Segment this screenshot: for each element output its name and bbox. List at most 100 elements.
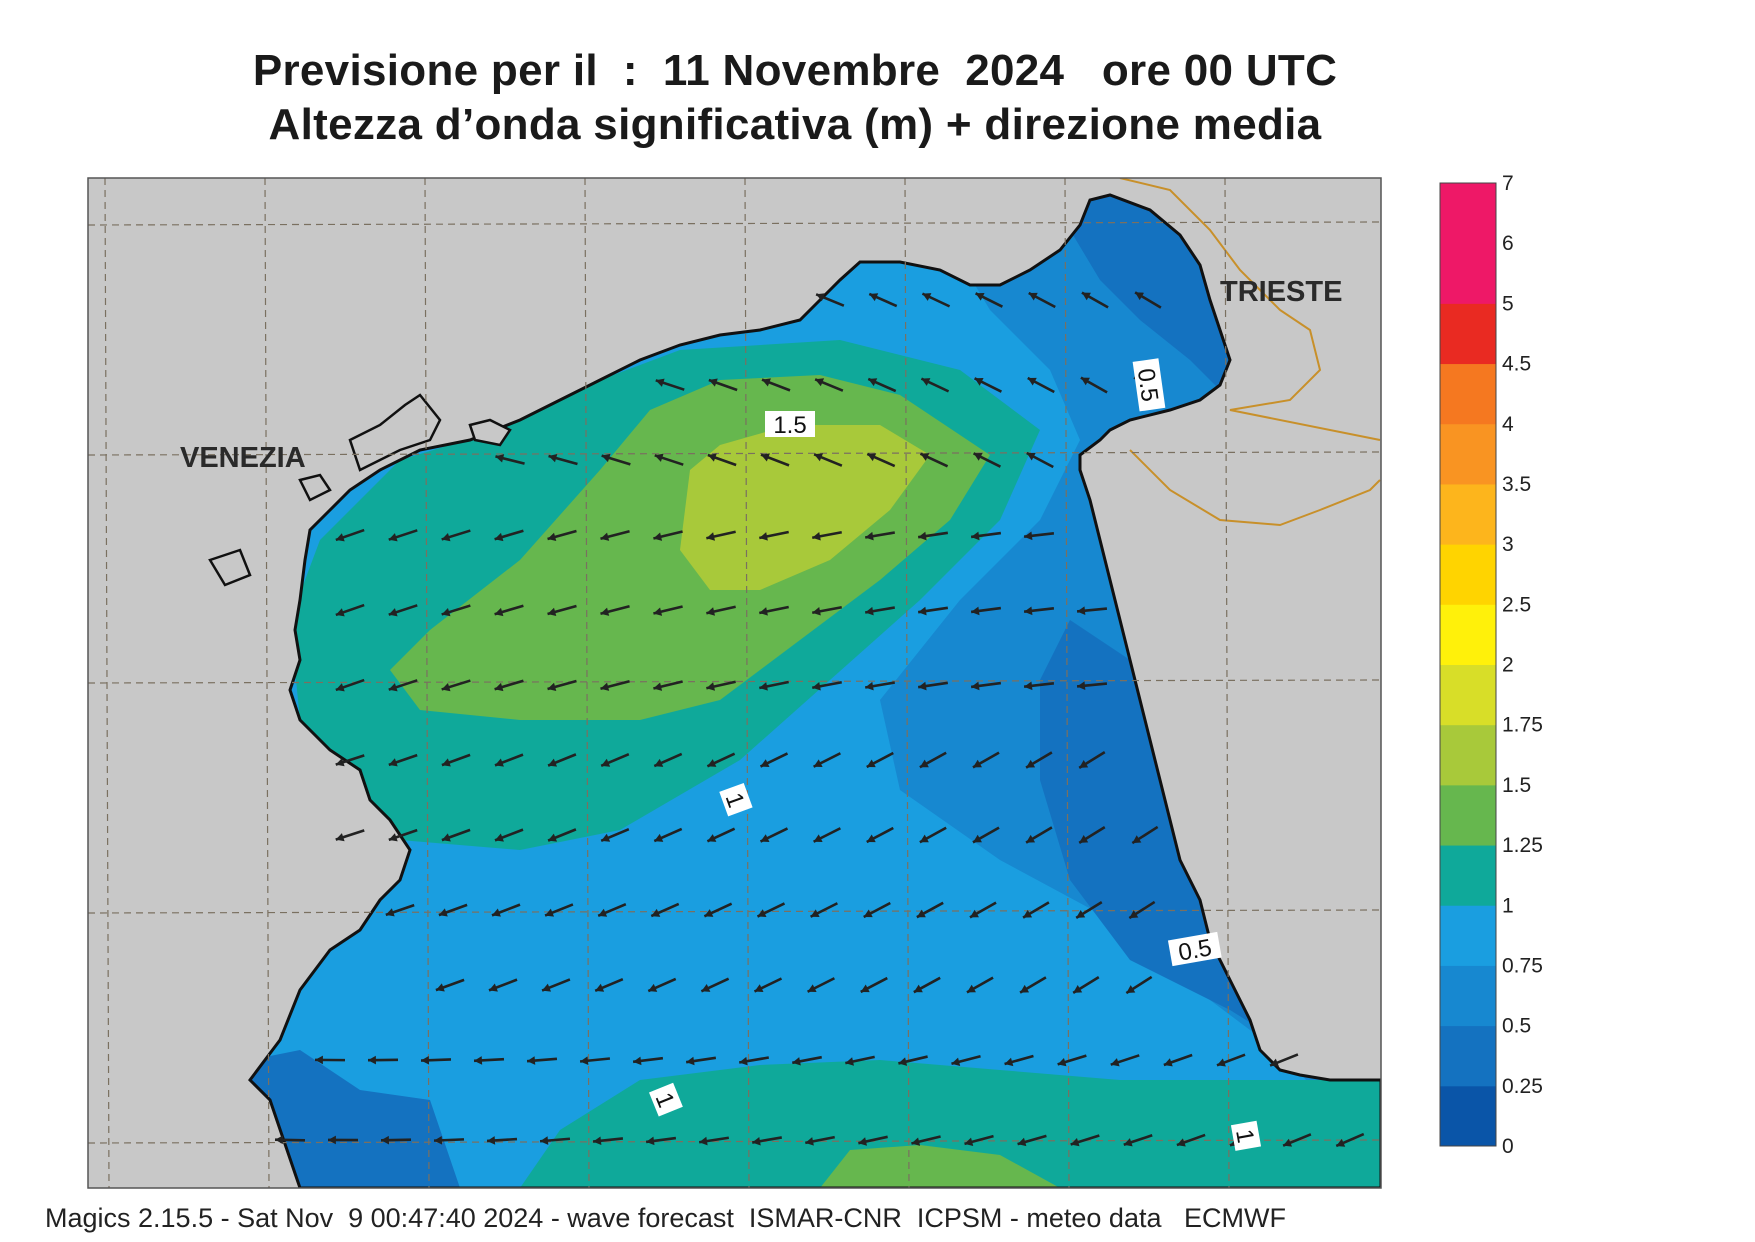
wave-arrow xyxy=(438,903,468,917)
wave-arrow xyxy=(1075,901,1103,919)
border-line-2 xyxy=(1129,449,1381,527)
wave-arrow xyxy=(812,681,842,691)
colorbar-label: 2 xyxy=(1502,654,1514,677)
footer-credit: Magics 2.15.5 - Sat Nov 9 00:47:40 2024 … xyxy=(45,1203,1286,1233)
wave-arrow xyxy=(919,452,949,468)
colorbar-label: 0.75 xyxy=(1502,954,1543,977)
wave-arrow xyxy=(600,530,630,541)
wave-arrow xyxy=(653,680,683,691)
wave-arrow xyxy=(685,1056,717,1066)
colorbar-label: 1 xyxy=(1502,894,1514,917)
wave-arrow xyxy=(810,902,838,918)
wave-arrow xyxy=(494,604,524,617)
wave-arrow xyxy=(753,977,783,993)
field-1-00-south xyxy=(520,1060,1381,1188)
wave-arrow xyxy=(653,827,683,843)
wave-arrow xyxy=(539,1136,571,1145)
wave-arrow xyxy=(645,1136,677,1146)
wave-arrow xyxy=(441,679,471,692)
wave-arrow xyxy=(1335,1132,1365,1148)
wave-arrow xyxy=(972,452,1002,468)
wave-arrow xyxy=(951,1054,981,1066)
svg-text:1.5: 1.5 xyxy=(773,412,806,439)
wave-arrow xyxy=(435,978,465,992)
contour-label: 0.5 xyxy=(1167,931,1222,967)
wave-arrow xyxy=(916,901,944,919)
wave-arrow xyxy=(1125,975,1153,995)
colorbar-segment xyxy=(1440,905,1496,966)
wave-arrow xyxy=(845,1055,875,1066)
wave-arrow xyxy=(632,1056,664,1066)
wave-arrow xyxy=(1131,825,1159,845)
wave-arrow xyxy=(700,977,730,993)
wave-arrow xyxy=(1025,751,1053,769)
wave-arrow xyxy=(1023,606,1055,616)
colorbar-label: 3.5 xyxy=(1502,473,1531,496)
wave-arrow xyxy=(388,753,418,767)
colorbar-label: 3 xyxy=(1502,533,1514,556)
wave-arrow xyxy=(1023,681,1055,691)
wave-arrow xyxy=(647,977,677,993)
wave-arrow xyxy=(491,903,521,917)
wave-arrow xyxy=(866,826,894,844)
wave-arrow xyxy=(969,901,997,919)
wave-arrow xyxy=(594,977,624,993)
wave-arrow xyxy=(858,1135,888,1146)
colorbar-segment xyxy=(1440,243,1496,304)
colorbar-segment xyxy=(1440,604,1496,665)
wave-arrow xyxy=(1017,1134,1047,1147)
wave-arrow xyxy=(964,1134,994,1146)
wave-arrow xyxy=(813,827,841,843)
wave-arrow xyxy=(813,752,841,768)
wave-arrow xyxy=(917,531,949,541)
wave-arrow xyxy=(650,902,680,918)
contour-labels: 1.5 1 0.5 0.5 1 1 xyxy=(649,358,1262,1151)
wave-arrow xyxy=(388,529,418,542)
wave-arrow xyxy=(792,1055,822,1066)
wave-arrow xyxy=(815,293,845,307)
grid-meridian xyxy=(264,178,270,1188)
grid-meridian xyxy=(904,178,910,1188)
wave-arrow xyxy=(1027,376,1055,394)
wave-arrow xyxy=(600,605,630,616)
grid-meridian xyxy=(584,178,590,1188)
wave-arrow xyxy=(1025,826,1053,844)
map-frame xyxy=(87,177,1382,1189)
wave-arrow xyxy=(805,1135,835,1146)
wave-arrow xyxy=(544,903,574,917)
wave-arrow xyxy=(919,751,947,769)
wave-arrow xyxy=(1176,1133,1206,1147)
wave-arrow xyxy=(1070,1134,1100,1147)
wave-arrow xyxy=(860,976,888,994)
wave-arrow xyxy=(970,531,1002,541)
wave-direction-arrows xyxy=(274,291,1365,1148)
wave-arrow xyxy=(966,976,994,994)
wave-arrow xyxy=(653,605,683,616)
wave-arrow xyxy=(1163,1053,1193,1067)
wave-arrow xyxy=(327,1135,359,1145)
wave-arrow xyxy=(1269,1053,1299,1067)
contour-label: 1 xyxy=(719,782,753,817)
wave-arrow xyxy=(1076,681,1108,690)
wave-arrow xyxy=(380,1135,412,1145)
wave-arrow xyxy=(335,754,365,767)
wave-arrow xyxy=(866,452,896,468)
svg-text:1: 1 xyxy=(1230,1127,1259,1145)
wave-arrow xyxy=(473,1056,505,1065)
colorbar-segment xyxy=(1440,784,1496,846)
colorbar-label: 0.25 xyxy=(1502,1075,1543,1098)
colorbar-segment xyxy=(1440,544,1496,605)
wave-arrow xyxy=(1019,976,1047,994)
wave-arrow xyxy=(812,531,842,541)
wave-arrow xyxy=(654,453,684,466)
colorbar-segment xyxy=(1440,664,1496,726)
wave-arrow xyxy=(547,529,577,542)
wave-arrow xyxy=(547,604,577,617)
colorbar-border xyxy=(1439,182,1497,1147)
wave-arrow xyxy=(579,1056,611,1066)
wave-arrow xyxy=(1072,976,1100,994)
wave-arrow xyxy=(1123,1134,1153,1147)
wave-arrow xyxy=(655,378,685,391)
wave-arrow xyxy=(868,292,898,308)
wave-arrow xyxy=(759,605,789,616)
